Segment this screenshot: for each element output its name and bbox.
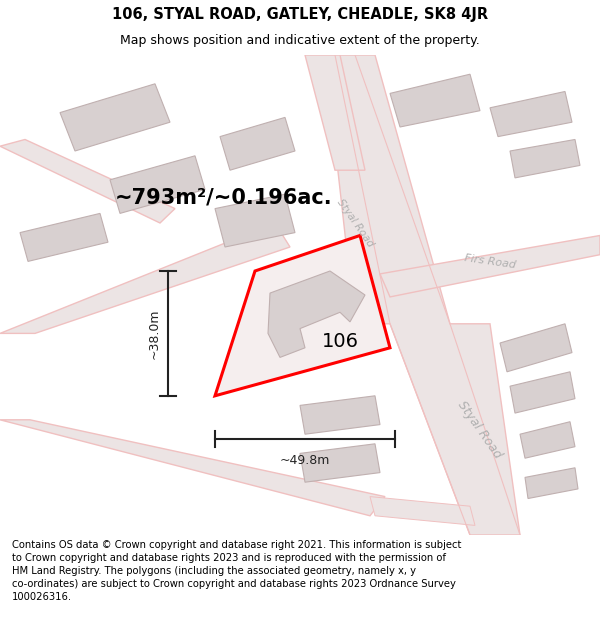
Polygon shape: [300, 396, 380, 434]
Text: Styal Road: Styal Road: [335, 198, 375, 249]
Polygon shape: [370, 497, 475, 526]
Polygon shape: [0, 139, 175, 223]
Text: Contains OS data © Crown copyright and database right 2021. This information is : Contains OS data © Crown copyright and d…: [12, 539, 461, 602]
Polygon shape: [0, 420, 385, 516]
Polygon shape: [60, 84, 170, 151]
Polygon shape: [0, 223, 290, 333]
Polygon shape: [520, 422, 575, 458]
Polygon shape: [500, 324, 572, 372]
Polygon shape: [268, 271, 365, 358]
Polygon shape: [110, 156, 205, 213]
Polygon shape: [390, 74, 480, 127]
Polygon shape: [300, 444, 380, 483]
Polygon shape: [525, 468, 578, 499]
Polygon shape: [490, 91, 572, 137]
Polygon shape: [215, 236, 390, 396]
Text: ~38.0m: ~38.0m: [148, 308, 161, 359]
Polygon shape: [325, 55, 520, 535]
Polygon shape: [510, 372, 575, 413]
Text: 106: 106: [322, 332, 359, 351]
Text: Firs Road: Firs Road: [464, 253, 517, 270]
Text: Map shows position and indicative extent of the property.: Map shows position and indicative extent…: [120, 34, 480, 47]
Polygon shape: [510, 139, 580, 178]
Text: 106, STYAL ROAD, GATLEY, CHEADLE, SK8 4JR: 106, STYAL ROAD, GATLEY, CHEADLE, SK8 4J…: [112, 8, 488, 22]
Text: Styal Road: Styal Road: [455, 398, 505, 461]
Text: ~49.8m: ~49.8m: [280, 454, 330, 467]
Text: ~793m²/~0.196ac.: ~793m²/~0.196ac.: [115, 187, 332, 207]
Polygon shape: [215, 194, 295, 247]
Polygon shape: [305, 55, 365, 170]
Polygon shape: [380, 236, 600, 297]
Polygon shape: [20, 213, 108, 261]
Polygon shape: [220, 118, 295, 170]
